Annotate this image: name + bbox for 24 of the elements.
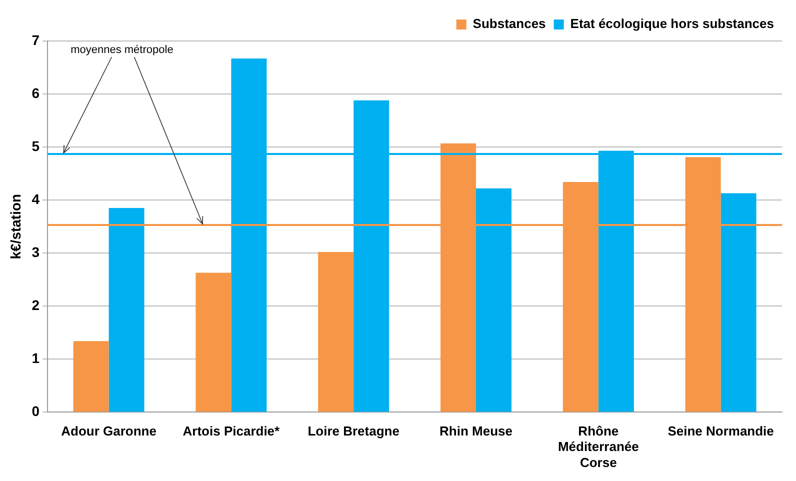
bar (720, 193, 756, 412)
x-tick-label: Artois Picardie* (182, 424, 281, 439)
y-tick-label: 7 (32, 32, 40, 48)
y-tick-label: 3 (32, 244, 40, 260)
y-tick-label: 0 (32, 403, 40, 420)
legend-label: Substances (472, 16, 546, 32)
x-tick-label: Seine Normandie (668, 424, 774, 439)
bar (318, 252, 354, 412)
y-tick-label: 2 (32, 297, 40, 313)
legend-label: Etat écologique hors substances (570, 16, 774, 32)
x-tick-label: Rhin Meuse (440, 424, 512, 439)
x-tick-label: Rhône Méditerranée Corse (558, 424, 639, 470)
ref-line-label: moyennes métropole (70, 44, 174, 56)
x-tick-label: Loire Bretagne (308, 424, 400, 439)
bar (196, 272, 232, 412)
y-tick-label: 4 (32, 190, 40, 207)
bar (476, 188, 512, 412)
y-tick-label: 5 (32, 138, 40, 154)
bar (108, 208, 144, 412)
y-tick-label: 1 (32, 350, 40, 366)
bar (73, 341, 109, 412)
y-axis-title: k€/station (7, 194, 24, 260)
y-tick-label: 6 (32, 84, 40, 101)
x-tick-label: Adour Garonne (61, 424, 156, 439)
